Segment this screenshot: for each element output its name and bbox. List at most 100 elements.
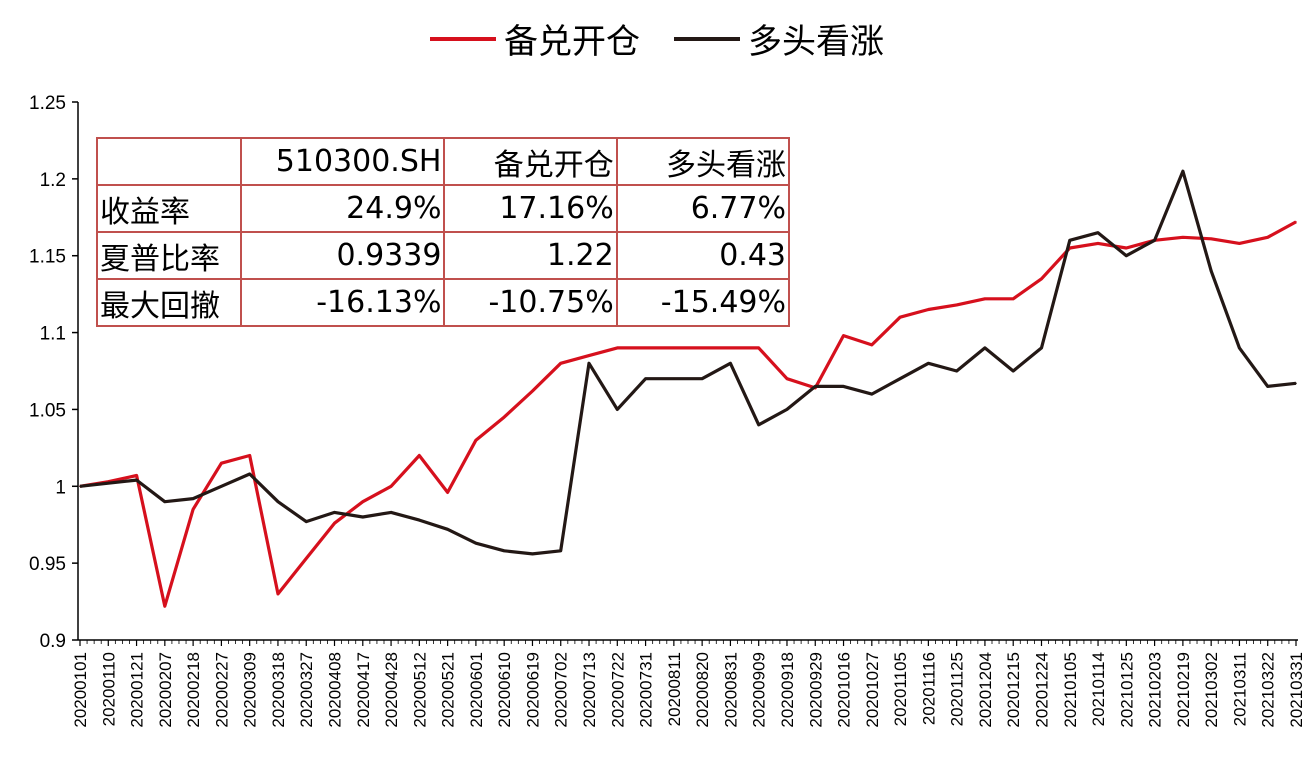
table-cell: 17.16% bbox=[443, 184, 618, 233]
data-point bbox=[588, 362, 590, 365]
data-point bbox=[333, 522, 336, 524]
data-point bbox=[1182, 236, 1184, 239]
data-point bbox=[277, 500, 279, 503]
y-axis: 0.9 0.95 1 1.05 1.1 1.15 1.2 1.25 bbox=[29, 93, 79, 652]
x-axis: 20200101 20200110 20200121 20200207 20200218… bbox=[71, 639, 1306, 728]
data-point bbox=[1153, 239, 1156, 242]
data-point bbox=[446, 491, 449, 494]
x-tick-label: 20200731 bbox=[637, 652, 656, 728]
data-point bbox=[1238, 242, 1241, 245]
x-tick-label: 20200713 bbox=[580, 652, 599, 728]
data-point bbox=[899, 316, 901, 319]
x-tick-label: 20201016 bbox=[835, 652, 854, 728]
x-tick-label: 20200309 bbox=[241, 652, 260, 728]
table-cell: -16.13% bbox=[240, 278, 446, 327]
x-tick-label: 20200428 bbox=[382, 652, 401, 728]
data-point bbox=[1295, 382, 1297, 385]
data-point bbox=[1125, 254, 1128, 257]
x-tick-label: 20210114 bbox=[1089, 652, 1108, 726]
table-cell: 6.77% bbox=[615, 184, 791, 233]
data-point bbox=[616, 347, 619, 349]
table-cell: 24.9% bbox=[240, 184, 446, 233]
x-tick-label: 20201125 bbox=[948, 652, 967, 726]
y-tick-label: 1 bbox=[55, 477, 66, 498]
data-point bbox=[1295, 221, 1297, 223]
data-point bbox=[899, 377, 901, 380]
table-header-cell: 备兑开仓 bbox=[443, 137, 618, 186]
data-point bbox=[418, 519, 421, 521]
y-tick-label: 0.9 bbox=[40, 631, 66, 652]
row-label: 夏普比率 bbox=[95, 231, 243, 280]
x-tick-label: 20201116 bbox=[919, 652, 938, 725]
data-point bbox=[531, 553, 534, 555]
data-point bbox=[842, 385, 845, 388]
data-point bbox=[362, 516, 364, 518]
x-tick-label: 20200408 bbox=[326, 652, 345, 728]
data-point bbox=[757, 347, 760, 349]
x-tick-label: 20200521 bbox=[439, 652, 458, 728]
x-tick-label: 20200417 bbox=[354, 652, 373, 728]
data-point bbox=[503, 416, 506, 418]
y-tick-label: 1.2 bbox=[40, 170, 66, 191]
x-tick-label: 20200831 bbox=[721, 652, 740, 728]
y-tick-label: 1.05 bbox=[29, 400, 66, 421]
data-point bbox=[1210, 238, 1212, 240]
x-tick-label: 20200702 bbox=[552, 652, 571, 728]
data-point bbox=[220, 485, 223, 488]
data-point bbox=[1266, 236, 1269, 239]
data-point bbox=[701, 347, 703, 349]
data-point bbox=[135, 474, 138, 477]
x-tick-label: 20200820 bbox=[693, 652, 712, 728]
x-tick-label: 20200318 bbox=[269, 652, 288, 728]
data-point bbox=[362, 500, 364, 503]
table-row: 最大回撤 -16.13% -10.75% -15.49% bbox=[95, 278, 791, 327]
data-point bbox=[164, 500, 166, 503]
table-row: 收益率 24.9% 17.16% 6.77% bbox=[95, 184, 791, 233]
x-tick-label: 20201105 bbox=[891, 652, 910, 726]
data-point bbox=[475, 439, 477, 442]
data-point bbox=[616, 408, 619, 411]
data-point bbox=[1069, 239, 1071, 242]
y-tick-label: 1.15 bbox=[29, 247, 66, 268]
data-point bbox=[220, 462, 223, 465]
data-point bbox=[333, 511, 336, 514]
data-point bbox=[955, 304, 958, 306]
series-layer bbox=[79, 169, 1297, 608]
data-point bbox=[1097, 242, 1099, 245]
data-point bbox=[729, 347, 732, 349]
data-point bbox=[446, 528, 449, 531]
legend: 备兑开仓 多头看涨 bbox=[0, 14, 1314, 63]
table-row: 夏普比率 0.9339 1.22 0.43 bbox=[95, 231, 791, 280]
x-tick-label: 20200610 bbox=[495, 652, 514, 728]
y-tick-label: 1.25 bbox=[29, 93, 66, 114]
data-point bbox=[390, 485, 392, 488]
data-point bbox=[135, 479, 138, 481]
data-point bbox=[673, 377, 675, 380]
x-tick-label: 20200929 bbox=[806, 652, 825, 728]
row-label: 最大回撤 bbox=[95, 278, 243, 327]
table-corner-cell bbox=[95, 137, 243, 186]
row-label: 收益率 bbox=[95, 184, 243, 233]
x-tick-label: 20210331 bbox=[1287, 652, 1306, 728]
x-tick-label: 20200218 bbox=[184, 652, 203, 728]
data-point bbox=[1266, 385, 1269, 388]
table-cell: 0.43 bbox=[615, 231, 791, 280]
data-point bbox=[1125, 247, 1128, 249]
data-point bbox=[418, 454, 421, 457]
x-tick-label: 20200909 bbox=[750, 652, 769, 728]
data-point bbox=[927, 362, 930, 365]
data-point bbox=[559, 362, 562, 365]
data-point bbox=[757, 424, 760, 426]
x-tick-label: 20200512 bbox=[410, 652, 429, 728]
data-point bbox=[192, 497, 194, 500]
data-point bbox=[107, 482, 110, 485]
legend-label: 多头看涨 bbox=[748, 22, 884, 62]
data-point bbox=[1040, 278, 1043, 280]
legend-label: 备兑开仓 bbox=[504, 22, 640, 62]
table-cell: 0.9339 bbox=[240, 231, 446, 280]
x-tick-label: 20200619 bbox=[523, 652, 542, 728]
x-tick-label: 20200601 bbox=[467, 652, 486, 728]
data-point bbox=[248, 473, 251, 475]
data-point bbox=[984, 298, 986, 300]
data-point bbox=[1012, 370, 1014, 372]
